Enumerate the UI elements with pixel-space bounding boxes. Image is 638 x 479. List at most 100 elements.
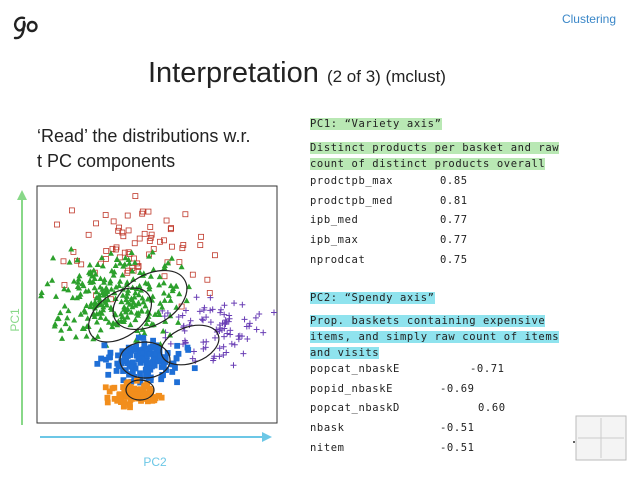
scatter-point [106,280,113,286]
scatter-point [146,285,153,292]
scatter-point [252,314,259,321]
scatter-point [160,328,167,334]
scatter-point [138,307,145,314]
scatter-point [69,294,76,301]
scatter-point [77,291,84,297]
scatter-point [72,333,79,340]
scatter-point [160,362,167,368]
scatter-point [180,242,187,248]
logo [13,16,38,40]
scatter-point [128,363,135,370]
scatter-point [122,254,129,261]
scatter-point [102,289,109,295]
scatter-point [155,392,162,399]
scatter-point [238,333,245,340]
scatter-point [198,316,205,323]
title: Interpretation (2 of 3) (mclust) [148,57,446,90]
scatter-point [202,344,209,351]
scatter-point [175,350,182,357]
scatter-point [38,289,45,296]
scatter-point [156,273,163,280]
scatter-point [137,370,143,377]
row-value: 0.85 [440,175,468,187]
scatter-point [169,369,176,375]
scatter-point [163,217,170,224]
intro-line: ‘Read’ the distributions w.r. [37,126,251,146]
scatter-point [80,282,87,289]
scatter-point [135,334,142,341]
scatter-point [109,320,116,326]
scatter-point [147,360,153,366]
scatter-point [113,246,119,253]
scatter-point [126,260,133,266]
scatter-point [131,259,138,265]
scatter-point [62,320,69,327]
scatter-point [104,394,111,401]
row-name: nprodcat [310,253,366,266]
scatter-point [141,230,148,237]
scatter-point [113,284,120,290]
scatter-point [74,256,81,263]
scatter-point [228,340,235,347]
scatter-point [64,314,71,321]
scatter-point [226,312,233,319]
scatter-point [193,294,200,301]
scatter-point [132,316,139,323]
scatter-point [246,320,253,327]
scatter-point [126,301,133,307]
scatter-point [196,308,203,315]
scatter-point [132,289,139,296]
row-value: -0.71 [470,363,505,375]
scatter-point [81,307,88,313]
scatter-point [103,248,110,254]
row-value: 0.77 [440,234,468,247]
scatter-point [131,255,137,262]
scatter-point [165,259,172,266]
scatter-point [176,290,183,297]
scatter-point [149,293,156,299]
scatter-point [99,262,106,269]
scatter-point [161,273,168,280]
pc1-heading: PC1: “Variety axis” [310,118,442,130]
thumbnail [573,415,627,461]
scatter-point [179,245,186,252]
scatter-point [50,254,57,261]
scatter-point [150,266,157,272]
row-value: 0.75 [440,253,468,266]
scatter-point [181,337,188,344]
scatter-point [105,319,112,325]
scatter-point [167,226,174,233]
row-name: popcat_nbaskE [310,363,400,375]
scatter-point [221,333,228,340]
scatter-point [92,271,99,277]
scatter-point [135,356,142,362]
description-line: items, and simply raw count of items [310,331,560,343]
scatter-point [135,264,142,270]
scatter-point [160,279,167,286]
scatter-point [123,296,130,303]
scatter-point [98,355,104,362]
scatter-point [119,292,126,298]
scatter-point [161,297,168,303]
scatter-point [116,392,123,399]
section-label: Clustering [561,12,616,26]
scatter-point [91,284,98,291]
scatter-point [244,335,251,342]
scatter-point [61,303,68,309]
scatter-point [181,327,188,334]
row-name: ipb_med [310,214,359,227]
scatter-point [109,323,116,330]
scatter-point [212,252,218,259]
scatter-point [207,294,214,301]
scatter-point [74,283,81,289]
scatter-point [175,319,182,325]
scatter-point [75,275,82,282]
scatter-point [119,229,126,236]
scatter-point [179,312,186,319]
scatter-point [182,307,189,314]
subtitle: (2 of 3) (mclust) [326,67,446,86]
scatter-point [200,306,207,313]
scatter-point [133,343,139,350]
scatter-point [143,320,150,327]
